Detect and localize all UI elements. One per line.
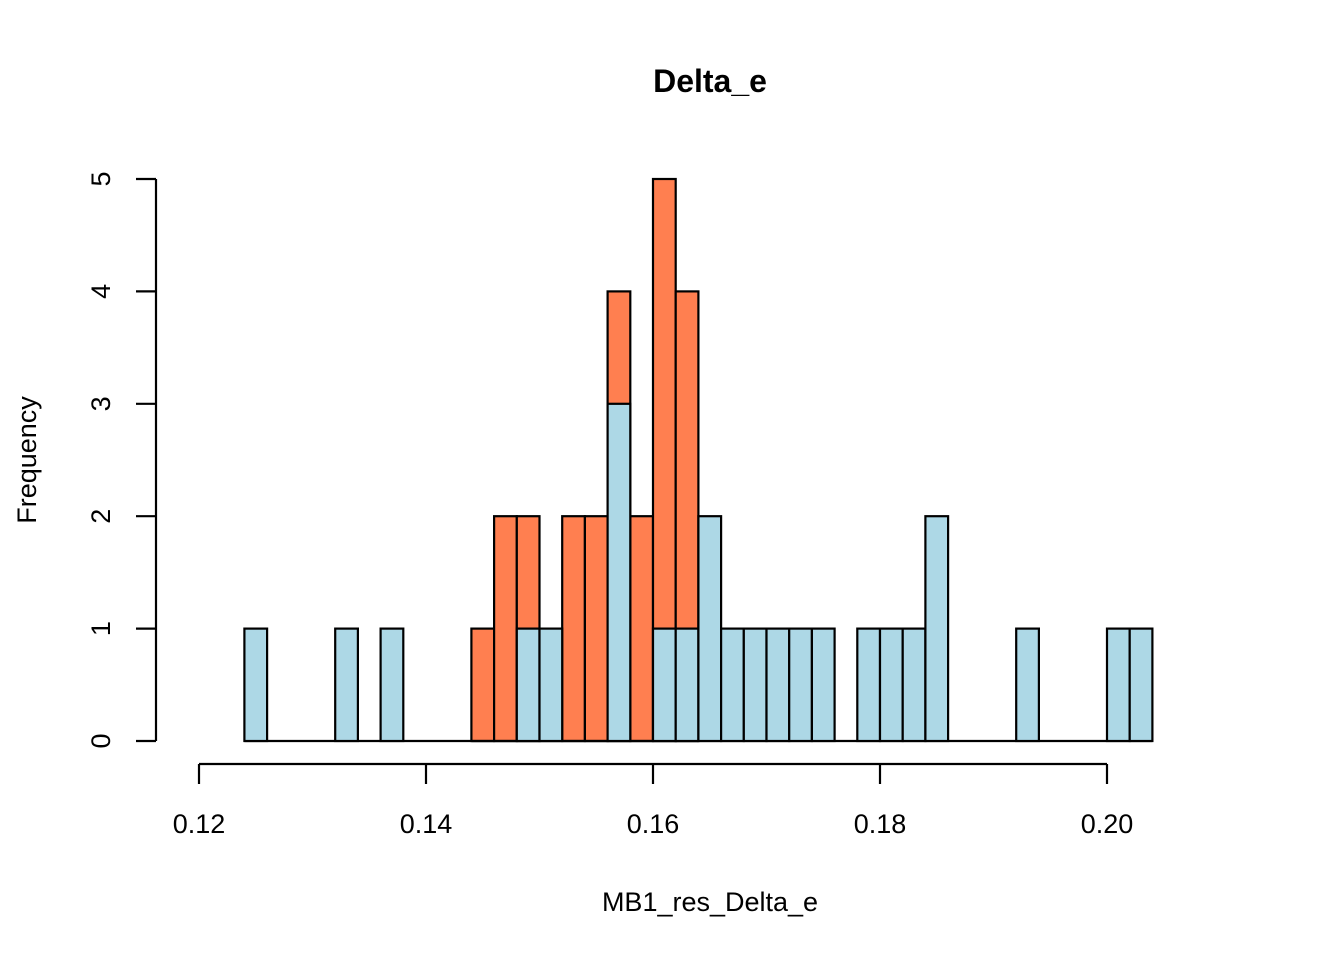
histogram-bar — [493, 515, 518, 743]
y-tick-label: 1 — [86, 621, 116, 636]
histogram-bar — [1015, 627, 1041, 743]
histogram-bar — [538, 627, 564, 743]
histogram-bar — [901, 627, 927, 743]
series-lightblue — [243, 402, 1154, 743]
histogram-bar — [742, 627, 768, 743]
histogram-bar — [788, 627, 814, 743]
x-tick-label: 0.12 — [173, 809, 226, 839]
histogram-bar — [674, 627, 700, 743]
x-tick-label: 0.18 — [854, 809, 907, 839]
histogram-bar — [878, 627, 904, 743]
y-tick-label: 5 — [86, 171, 116, 186]
x-tick-label: 0.16 — [627, 809, 680, 839]
histogram-bar — [1128, 627, 1154, 743]
histogram-bar — [697, 515, 723, 743]
y-tick-label: 3 — [86, 396, 116, 411]
x-axis-label: MB1_res_Delta_e — [602, 887, 818, 917]
histogram-bar — [583, 515, 609, 743]
x-tick-label: 0.14 — [400, 809, 453, 839]
y-axis-label: Frequency — [12, 396, 42, 524]
y-tick-label: 0 — [86, 733, 116, 748]
y-axis: 0 1 2 3 4 5 — [86, 171, 158, 749]
histogram-bar — [1105, 627, 1131, 743]
histogram-bar — [334, 627, 360, 743]
histogram-bar — [515, 627, 541, 743]
y-tick-label: 2 — [86, 509, 116, 524]
histogram-bar — [719, 627, 745, 743]
chart-title: Delta_e — [653, 63, 767, 99]
histogram-bar — [856, 627, 882, 743]
y-tick-label: 4 — [86, 284, 116, 299]
histogram-bar — [651, 627, 677, 743]
histogram-bar — [379, 627, 405, 743]
histogram-bar — [924, 515, 950, 743]
bars-layer — [243, 177, 1154, 743]
histogram-bar — [810, 627, 836, 743]
histogram-bar — [470, 627, 496, 743]
histogram-bar — [243, 627, 269, 743]
histogram-bar — [561, 515, 587, 743]
histogram-bar — [606, 402, 632, 743]
x-axis: 0.12 0.14 0.16 0.18 0.20 — [173, 762, 1134, 839]
histogram-bar — [765, 627, 791, 743]
histogram-bar — [629, 515, 655, 743]
x-tick-label: 0.20 — [1081, 809, 1134, 839]
